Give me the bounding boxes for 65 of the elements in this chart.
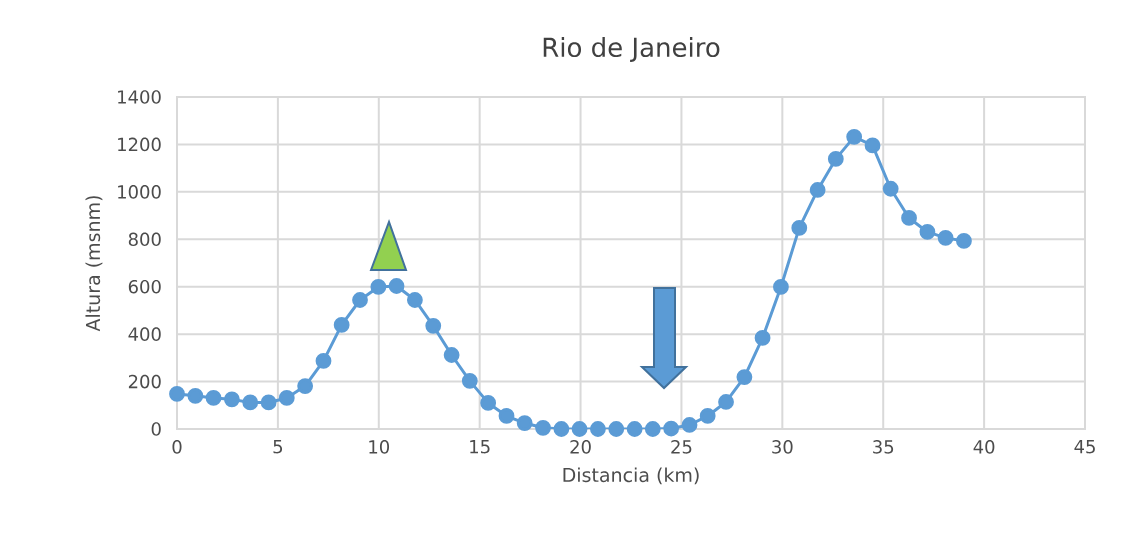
point [352, 292, 368, 308]
point [937, 229, 954, 246]
point [956, 233, 972, 249]
point [791, 220, 808, 236]
point [443, 347, 460, 363]
y-tick-label: 1000 [118, 185, 161, 199]
x-tick-label: 30 [772, 440, 793, 454]
x-axis-title: Distancia (km) [563, 467, 699, 485]
point [663, 420, 680, 437]
point [590, 421, 606, 437]
point [736, 369, 753, 385]
point [297, 378, 314, 394]
point [827, 151, 844, 167]
x-tick-label: 25 [671, 440, 692, 454]
x-tick-label: 40 [973, 440, 995, 454]
y-tick-label: 600 [128, 279, 161, 294]
y-axis-title: Altura (msnm) [85, 196, 103, 332]
point [260, 394, 277, 411]
y-tick-label: 200 [128, 374, 161, 389]
point [553, 421, 570, 437]
x-tick-label: 0 [172, 440, 182, 454]
point [901, 210, 917, 226]
point [480, 395, 497, 411]
point [626, 421, 643, 437]
y-tick-label: 800 [128, 232, 161, 247]
y-tick-label: 1400 [118, 90, 161, 104]
point [718, 394, 734, 410]
x-tick-label: 35 [873, 440, 894, 454]
point [608, 421, 625, 437]
point [461, 372, 478, 389]
point [315, 353, 332, 369]
point [571, 421, 588, 437]
point [425, 317, 442, 334]
point [535, 419, 551, 436]
point [205, 390, 222, 406]
x-tick-label: 15 [470, 440, 490, 454]
point [278, 390, 295, 406]
point [388, 278, 405, 294]
point [773, 279, 789, 295]
y-tick-label: 0 [151, 422, 161, 436]
y-tick-label: 1200 [118, 137, 161, 152]
point [516, 415, 533, 431]
point [498, 408, 515, 424]
point [333, 317, 350, 333]
point [242, 394, 259, 411]
point [809, 182, 826, 198]
point [846, 128, 863, 145]
point [699, 408, 716, 424]
point [644, 421, 661, 437]
x-tick-label: 5 [273, 440, 283, 454]
point [169, 386, 185, 402]
point [864, 137, 881, 154]
point [681, 417, 698, 433]
point [187, 387, 204, 404]
point [370, 279, 387, 295]
x-tick-label: 10 [369, 440, 390, 454]
point [919, 224, 936, 240]
point [407, 292, 423, 308]
chart-title: Rio de Janeiro [543, 36, 720, 62]
x-tick-label: 45 [1074, 440, 1095, 454]
point [223, 391, 240, 408]
x-tick-label: 20 [570, 440, 591, 454]
point [882, 180, 899, 197]
point [754, 330, 771, 346]
y-tick-label: 400 [128, 327, 161, 341]
